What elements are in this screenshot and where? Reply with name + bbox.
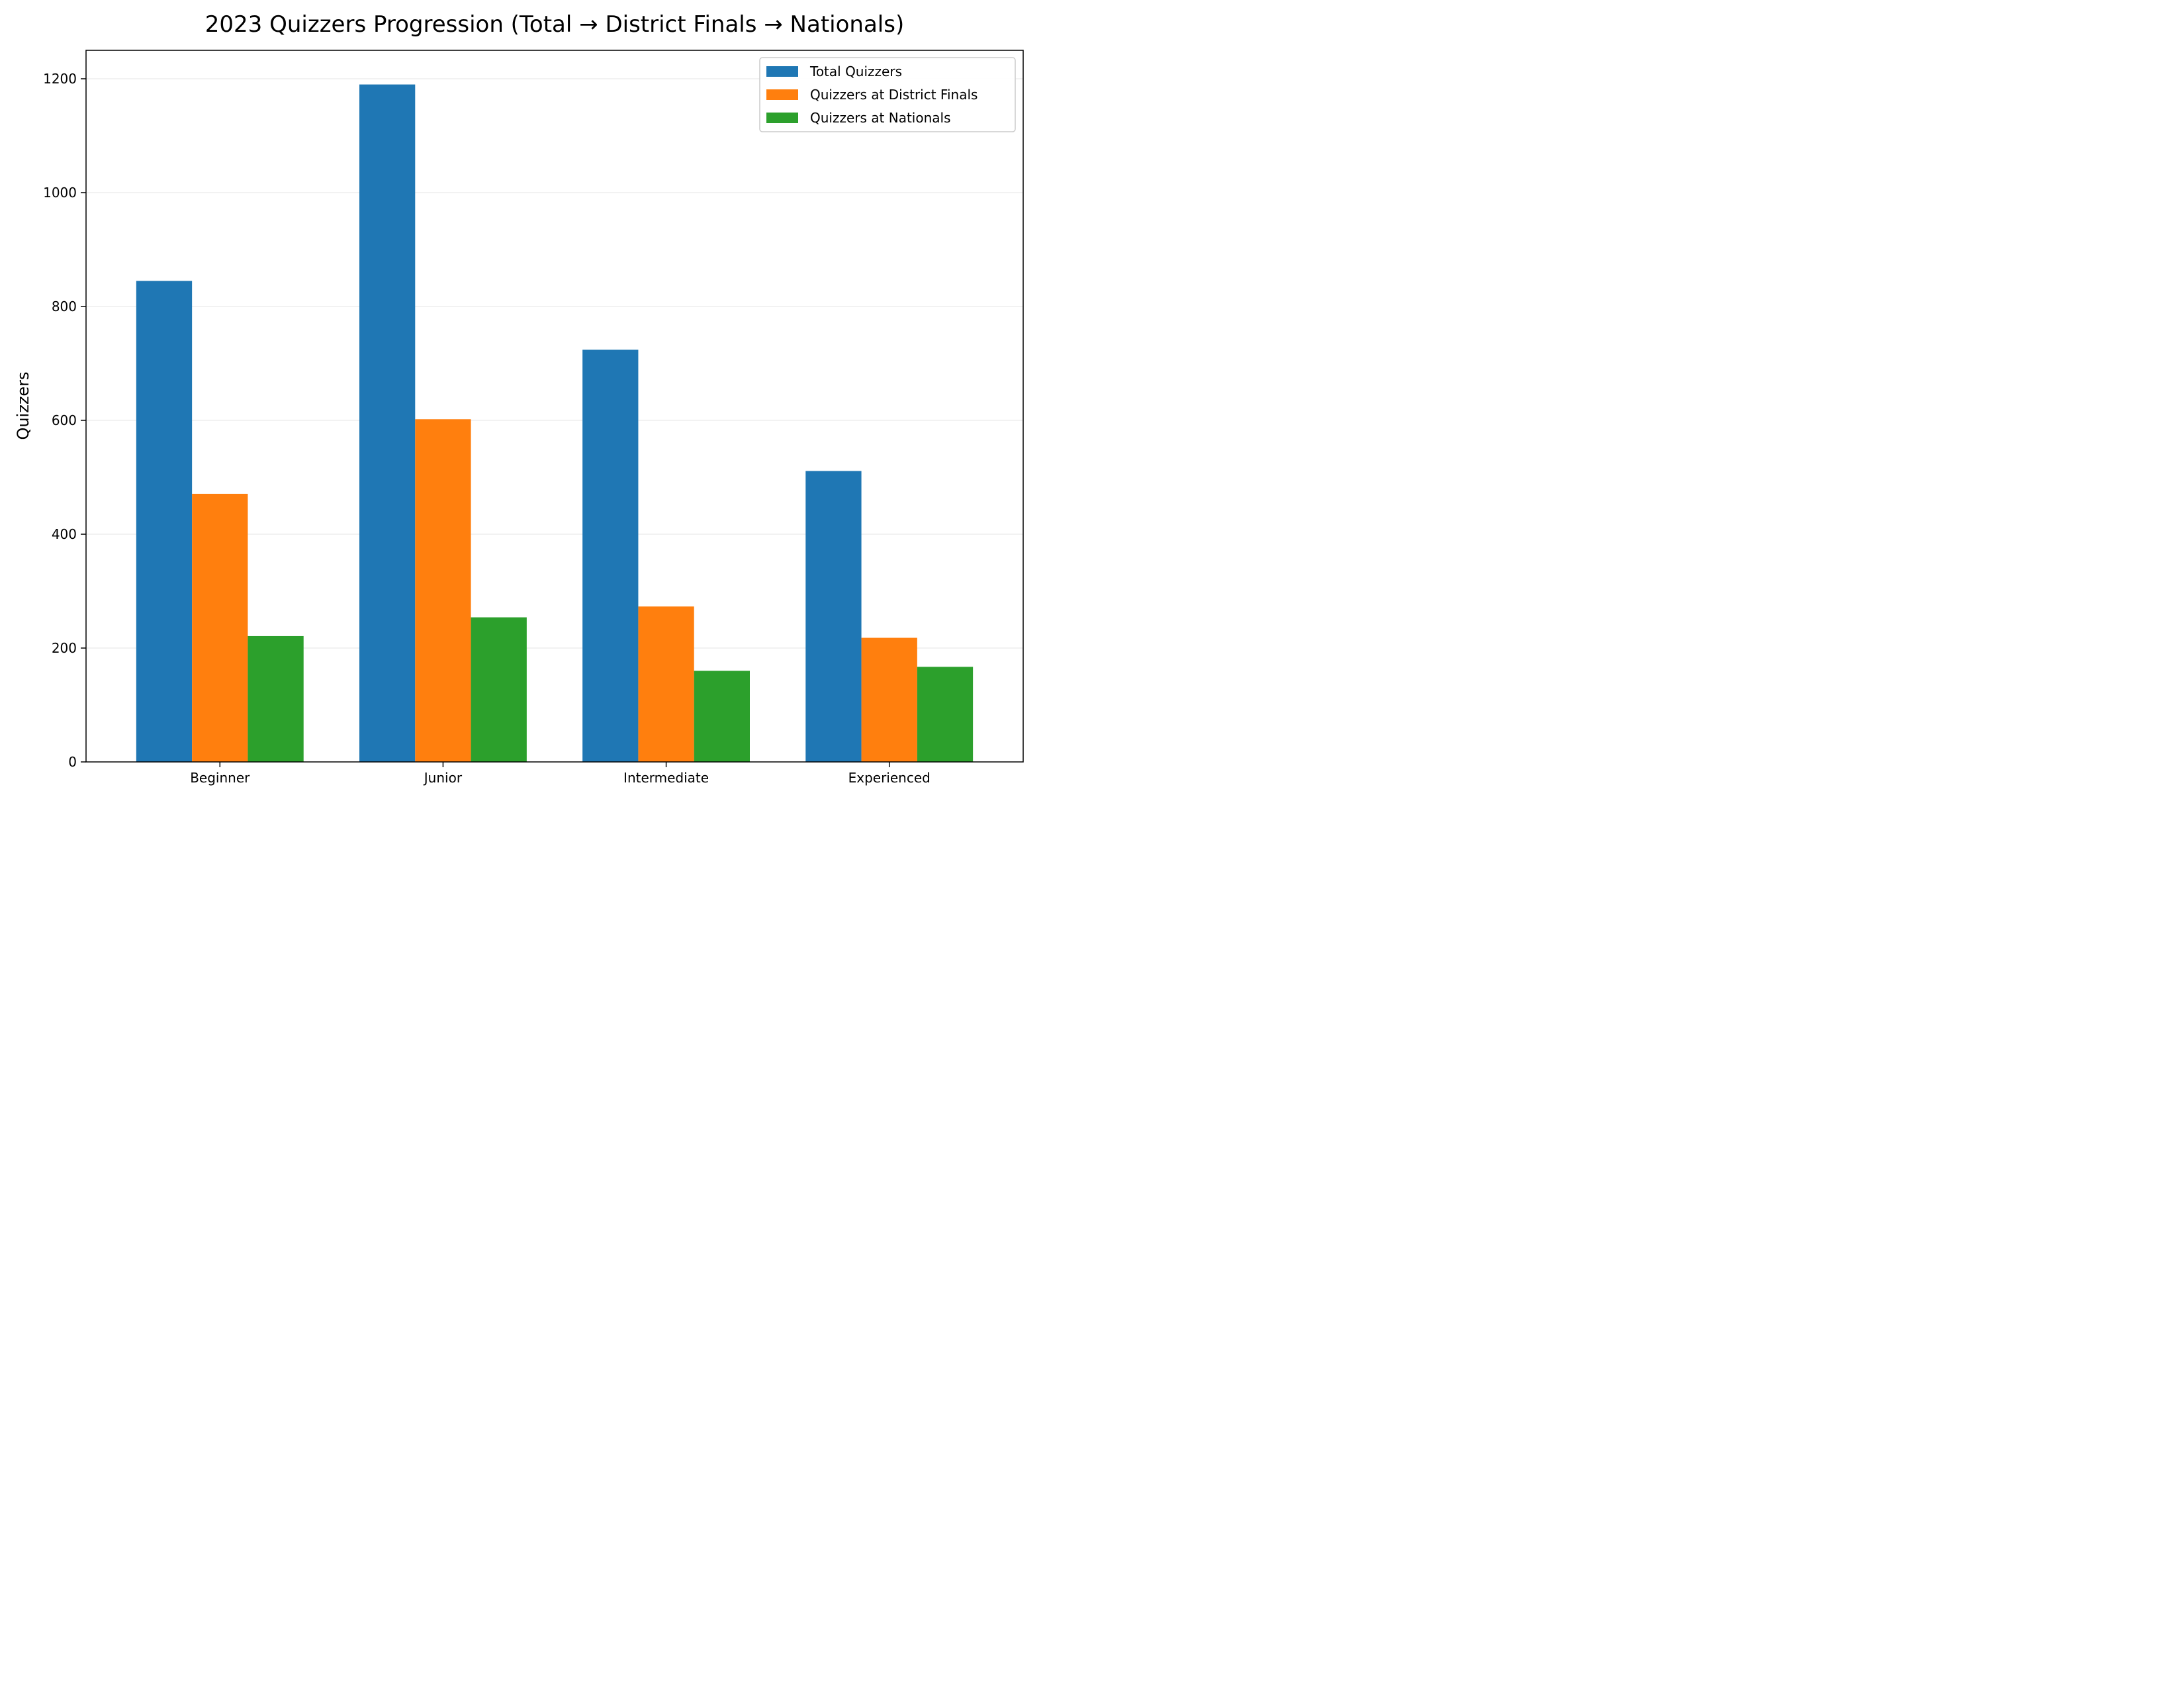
legend-label-2: Quizzers at District Finals — [810, 87, 978, 103]
legend-swatch-1 — [766, 66, 798, 77]
y-tick-label-5: 1000 — [43, 185, 77, 201]
axes: 0 200 400 600 800 1000 1200 Beginner Junior Inter… — [43, 50, 1024, 786]
legend-swatch-2 — [766, 89, 798, 100]
bar-beginner-series-1 — [136, 281, 193, 762]
y-tick-label-6: 1200 — [43, 71, 77, 87]
x-tick-label-junior: Junior — [423, 770, 463, 786]
y-tick-label-4: 800 — [52, 299, 77, 314]
y-tick-label-1: 200 — [52, 640, 77, 656]
bar-chart: 2023 Quizzers Progression (Total → Distr… — [0, 0, 1038, 802]
bar-experienced-series-1 — [805, 471, 862, 762]
legend-label-1: Total Quizzers — [809, 64, 902, 79]
bars — [136, 84, 974, 763]
bar-intermediate-series-3 — [694, 671, 750, 762]
bar-intermediate-series-1 — [582, 350, 639, 762]
bar-experienced-series-3 — [917, 667, 974, 762]
legend: Total Quizzers Quizzers at District Final… — [759, 57, 1016, 132]
x-tick-label-experienced: Experienced — [848, 770, 931, 786]
legend-box — [759, 57, 1016, 132]
bar-beginner-series-3 — [248, 635, 304, 762]
y-tick-label-3: 600 — [52, 412, 77, 428]
bar-junior-series-3 — [471, 617, 527, 762]
bar-junior-series-2 — [415, 419, 471, 762]
bar-beginner-series-2 — [192, 493, 248, 762]
bar-intermediate-series-2 — [638, 606, 694, 762]
x-tick-label-beginner: Beginner — [190, 770, 250, 786]
y-axis-label: Quizzers — [14, 371, 32, 440]
plot-frame — [85, 50, 1024, 763]
chart-title: 2023 Quizzers Progression (Total → Distr… — [205, 11, 904, 38]
bar-junior-series-1 — [359, 84, 416, 763]
legend-label-3: Quizzers at Nationals — [810, 110, 951, 126]
legend-swatch-3 — [766, 113, 798, 123]
x-tick-label-intermediate: Intermediate — [623, 770, 709, 786]
y-tick-label-0: 0 — [68, 754, 77, 770]
bar-experienced-series-2 — [861, 637, 917, 762]
y-tick-label-2: 400 — [52, 526, 77, 542]
